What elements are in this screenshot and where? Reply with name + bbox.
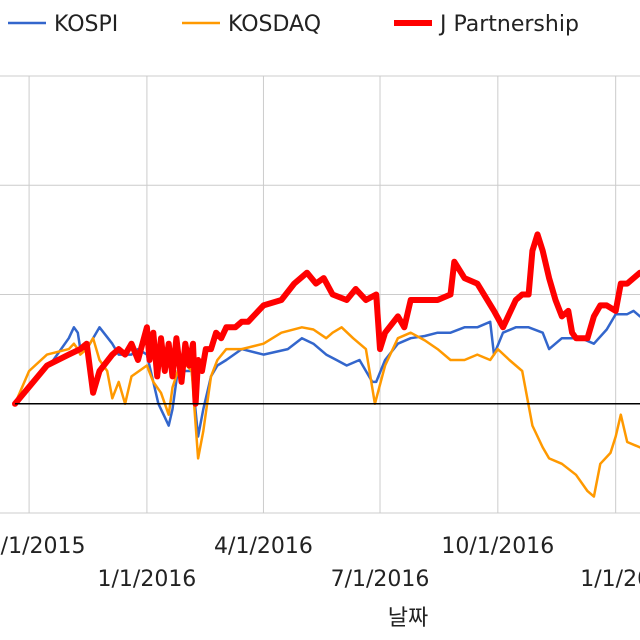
- legend-item-kospi: KOSPI: [8, 12, 118, 37]
- series-line-kospi: [13, 309, 640, 438]
- x-axis-title: 날짜: [388, 606, 428, 631]
- x-axis-ticks: 10/1/2015 1/1/2016 4/1/2016 7/1/2016 10/1/20…: [0, 534, 640, 592]
- series-line-j-partnership: [12, 231, 640, 407]
- legend-item-kosdaq: KOSDAQ: [182, 12, 321, 37]
- x-tick-label: 4/1/2016: [214, 534, 313, 559]
- x-tick-label: 10/1/2016: [441, 534, 554, 559]
- legend: KOSPI KOSDAQ J Partnership: [8, 12, 579, 37]
- x-tick-label: 7/1/2016: [331, 567, 430, 592]
- legend-label-j-partnership: J Partnership: [438, 12, 579, 37]
- x-tick-label: 1/1/20: [580, 567, 640, 592]
- series-line-kosdaq: [13, 326, 640, 498]
- x-tick-label: 10/1/2015: [0, 534, 85, 559]
- legend-label-kospi: KOSPI: [54, 12, 118, 37]
- legend-label-kosdaq: KOSDAQ: [228, 12, 321, 37]
- x-tick-label: 1/1/2016: [98, 567, 197, 592]
- series-layer: [12, 231, 640, 498]
- legend-item-j-partnership: J Partnership: [394, 12, 579, 37]
